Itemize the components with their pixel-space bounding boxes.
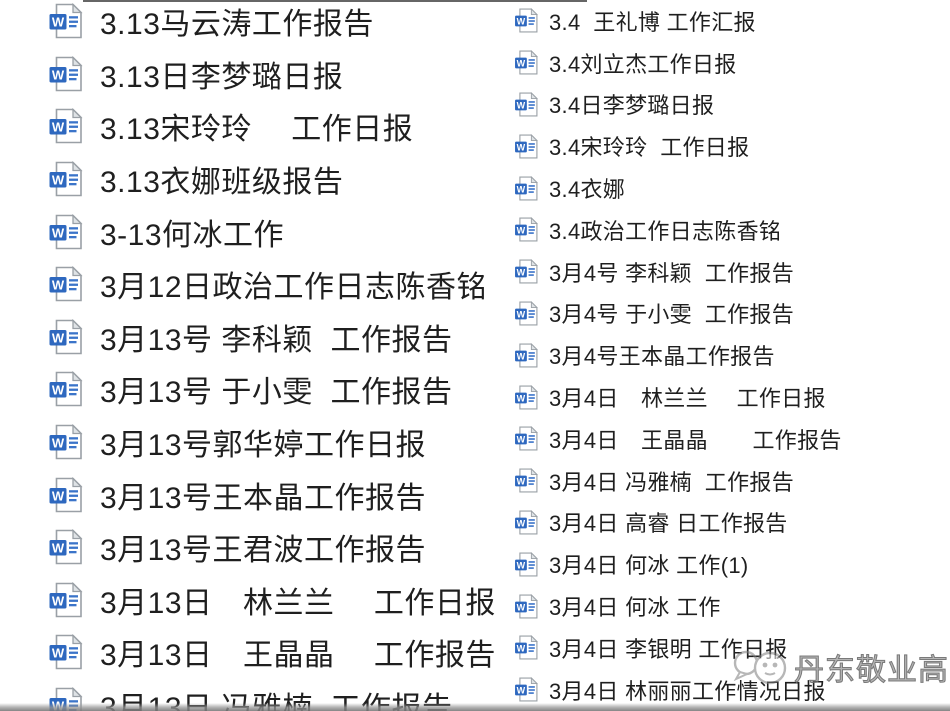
word-doc-icon xyxy=(514,217,539,242)
file-item[interactable]: 3.4日李梦璐日报 xyxy=(514,84,950,126)
file-name: 3.13马云涛工作报告 xyxy=(100,8,374,42)
file-name: 3.4 王礼博 工作汇报 xyxy=(549,9,756,35)
file-item[interactable]: 3月4日 高睿 日工作报告 xyxy=(514,502,950,544)
file-item[interactable]: 3.4 王礼博 工作汇报 xyxy=(514,0,950,42)
word-doc-icon xyxy=(514,594,539,619)
word-doc-icon xyxy=(514,385,539,410)
word-doc-icon xyxy=(514,677,539,702)
file-item[interactable]: 3月13号王本晶工作报告 xyxy=(48,468,508,521)
file-item[interactable]: 3月13号王君波工作报告 xyxy=(48,521,508,574)
word-doc-icon xyxy=(48,3,84,39)
word-doc-icon xyxy=(48,371,84,407)
file-item[interactable]: 3月4号 李科颖 工作报告 xyxy=(514,251,950,293)
file-item[interactable]: 3.4政治工作日志陈香铭 xyxy=(514,209,950,251)
word-doc-icon xyxy=(48,634,84,670)
word-doc-icon xyxy=(48,161,84,197)
word-doc-icon xyxy=(48,214,84,250)
top-crop-line xyxy=(83,0,587,2)
file-name: 3月4号王本晶工作报告 xyxy=(549,344,775,370)
file-name: 3月4日 林兰兰 工作日报 xyxy=(549,386,826,412)
word-doc-icon xyxy=(514,259,539,284)
file-name: 3月4日 李银明 工作日报 xyxy=(549,636,788,662)
file-name: 3月13号 于小雯 工作报告 xyxy=(100,376,453,410)
word-doc-icon xyxy=(514,8,539,33)
word-doc-icon xyxy=(514,301,539,326)
file-item[interactable]: 3.4宋玲玲 工作日报 xyxy=(514,125,950,167)
file-item[interactable]: 3.4刘立杰工作日报 xyxy=(514,42,950,84)
file-item[interactable]: 3月4日 林丽丽工作情况日报 xyxy=(514,669,950,711)
file-item[interactable]: 3月13号 李科颖 工作报告 xyxy=(48,311,508,364)
word-doc-icon xyxy=(48,56,84,92)
file-item[interactable]: 3-13何冰工作 xyxy=(48,205,508,258)
file-name: 3.4宋玲玲 工作日报 xyxy=(549,135,750,161)
file-name: 3.4刘立杰工作日报 xyxy=(549,51,737,77)
file-name: 3.13宋玲玲 工作日报 xyxy=(100,113,414,147)
word-doc-icon xyxy=(514,635,539,660)
file-name: 3.4日李梦璐日报 xyxy=(549,93,715,119)
file-item[interactable]: 3.4衣娜 xyxy=(514,167,950,209)
file-item[interactable]: 3月4日 何冰 工作(1) xyxy=(514,543,950,585)
file-name: 3月13号王君波工作报告 xyxy=(100,534,427,568)
file-item[interactable]: 3月13日 王晶晶 工作报告 xyxy=(48,626,508,679)
file-item[interactable]: 3月4日 林兰兰 工作日报 xyxy=(514,376,950,418)
word-doc-icon xyxy=(48,529,84,565)
file-name: 3月4号 于小雯 工作报告 xyxy=(549,302,795,328)
file-name: 3.13衣娜班级报告 xyxy=(100,166,344,200)
word-doc-icon xyxy=(48,582,84,618)
file-name: 3月4日 冯雅楠 工作报告 xyxy=(549,469,795,495)
word-doc-icon xyxy=(48,108,84,144)
file-item[interactable]: 3月4日 王晶晶 工作报告 xyxy=(514,418,950,460)
file-item[interactable]: 3月4日 李银明 工作日报 xyxy=(514,627,950,669)
word-doc-icon xyxy=(514,343,539,368)
word-doc-icon xyxy=(514,510,539,535)
file-name: 3月4日 高睿 日工作报告 xyxy=(549,511,788,537)
word-doc-icon xyxy=(48,319,84,355)
file-name: 3月4日 林丽丽工作情况日报 xyxy=(549,678,826,704)
file-item[interactable]: 3月4号 于小雯 工作报告 xyxy=(514,293,950,335)
file-name: 3月12日政治工作日志陈香铭 xyxy=(100,271,488,305)
file-list-right: 3.4 王礼博 工作汇报 3.4刘立杰工作日报 3.4日李梦璐日报 3.4宋玲玲… xyxy=(514,0,950,711)
file-name: 3月13日 林兰兰 工作日报 xyxy=(100,586,496,620)
file-name: 3月13号王本晶工作报告 xyxy=(100,481,427,515)
file-name: 3月13号郭华婷工作日报 xyxy=(100,429,427,463)
word-doc-icon xyxy=(514,50,539,75)
word-doc-icon xyxy=(514,426,539,451)
file-item[interactable]: 3月4日 冯雅楠 工作报告 xyxy=(514,460,950,502)
word-doc-icon xyxy=(514,92,539,117)
file-name: 3月4日 王晶晶 工作报告 xyxy=(549,427,842,453)
file-item[interactable]: 3月12日政治工作日志陈香铭 xyxy=(48,258,508,311)
file-item[interactable]: 3月13号 于小雯 工作报告 xyxy=(48,363,508,416)
word-doc-icon xyxy=(514,468,539,493)
file-item[interactable]: 3.13马云涛工作报告 xyxy=(48,0,508,48)
file-item[interactable]: 3月13号郭华婷工作日报 xyxy=(48,416,508,469)
file-name: 3月13日 王晶晶 工作报告 xyxy=(100,639,496,673)
word-doc-icon xyxy=(48,424,84,460)
file-name: 3.4衣娜 xyxy=(549,177,626,203)
file-name: 3.4政治工作日志陈香铭 xyxy=(549,218,782,244)
file-name: 3.13日李梦璐日报 xyxy=(100,60,344,94)
file-item[interactable]: 3.13日李梦璐日报 xyxy=(48,48,508,101)
word-doc-icon xyxy=(514,552,539,577)
file-item[interactable]: 3.13衣娜班级报告 xyxy=(48,153,508,206)
file-name: 3月4日 何冰 工作(1) xyxy=(549,553,749,579)
file-name: 3月4日 何冰 工作 xyxy=(549,595,721,621)
file-name: 3-13何冰工作 xyxy=(100,218,285,252)
word-doc-icon xyxy=(48,266,84,302)
file-item[interactable]: 3月13日 林兰兰 工作日报 xyxy=(48,574,508,627)
file-item[interactable]: 3.13宋玲玲 工作日报 xyxy=(48,100,508,153)
word-doc-icon xyxy=(514,176,539,201)
file-name: 3月13号 李科颖 工作报告 xyxy=(100,323,453,357)
file-item[interactable]: 3月4日 何冰 工作 xyxy=(514,585,950,627)
file-list-left: 3.13马云涛工作报告 3.13日李梦璐日报 3.13宋玲玲 工作日报 3.13… xyxy=(48,0,508,711)
file-item[interactable]: 3月4号王本晶工作报告 xyxy=(514,334,950,376)
word-doc-icon xyxy=(514,134,539,159)
bottom-edge-shadow xyxy=(0,703,950,711)
file-name: 3月4号 李科颖 工作报告 xyxy=(549,260,795,286)
word-doc-icon xyxy=(48,477,84,513)
